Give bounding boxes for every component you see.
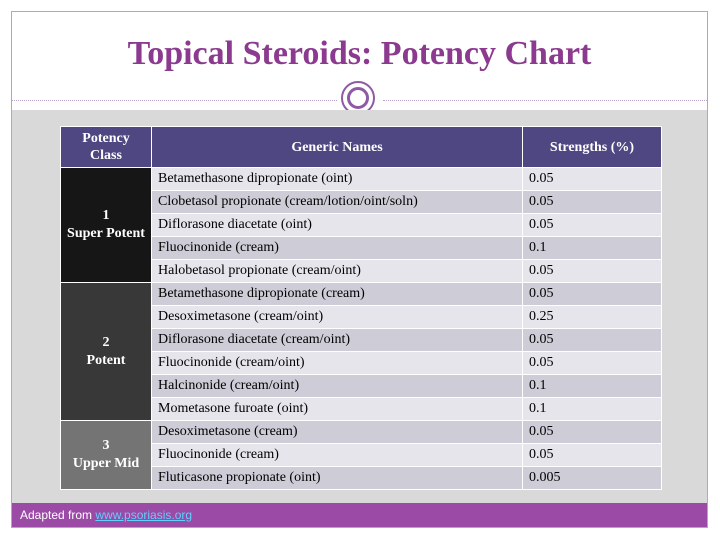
generic-name: Fluticasone propionate (oint) <box>151 466 523 490</box>
generic-name: Desoximetasone (cream/oint) <box>151 305 523 329</box>
table-row: 3 Upper Mid Desoximetasone (cream) 0.05 <box>60 420 662 490</box>
class-number: 1 <box>102 208 110 223</box>
table-row: 1 Super Potent Betamethasone dipropionat… <box>60 167 662 283</box>
table-row: Diflorasone diacetate (oint) 0.05 <box>61 213 662 237</box>
potency-class-1-cell: 1 Super Potent <box>60 167 152 283</box>
generic-name: Fluocinonide (cream) <box>151 236 523 260</box>
class-label: Upper Mid <box>72 456 140 471</box>
potency-class-2-cell: 2 Potent <box>60 282 152 421</box>
slide-title: Topical Steroids: Potency Chart <box>127 35 592 72</box>
footer-bar: Adapted from www.psoriasis.org <box>12 503 707 527</box>
strength: 0.05 <box>522 190 662 214</box>
table-row: Clobetasol propionate (cream/lotion/oint… <box>61 190 662 214</box>
table-row: 2 Potent Betamethasone dipropionate (cre… <box>60 282 662 421</box>
generic-name: Halcinonide (cream/oint) <box>151 374 523 398</box>
table-row: Halobetasol propionate (cream/oint) 0.05 <box>61 259 662 283</box>
table-header-row: Potency Class Generic Names Strengths (%… <box>60 126 662 168</box>
generic-name: Betamethasone dipropionate (cream) <box>151 282 523 306</box>
circle-ornament-icon <box>341 81 375 115</box>
table-row: Diflorasone diacetate (cream/oint) 0.05 <box>61 328 662 352</box>
class-label: Potent <box>86 352 126 368</box>
strength: 0.05 <box>522 167 662 191</box>
title-divider-right <box>383 100 707 101</box>
footer-source-prefix: Adapted from <box>20 508 96 522</box>
table-row: Fluticasone propionate (oint) 0.005 <box>61 466 662 490</box>
strength: 0.1 <box>522 397 662 421</box>
class-number: 3 <box>102 438 110 453</box>
potency-table: Potency Class Generic Names Strengths (%… <box>60 126 662 490</box>
footer-source-link[interactable]: www.psoriasis.org <box>95 508 193 522</box>
strength: 0.05 <box>522 213 662 237</box>
strength: 0.05 <box>522 259 662 283</box>
table-row: Fluocinonide (cream) 0.05 <box>61 443 662 467</box>
generic-name: Halobetasol propionate (cream/oint) <box>151 259 523 283</box>
generic-name: Diflorasone diacetate (cream/oint) <box>151 328 523 352</box>
strength: 0.1 <box>522 236 662 260</box>
strength: 0.05 <box>522 351 662 375</box>
table-row: Mometasone furoate (oint) 0.1 <box>61 397 662 421</box>
class-label: Super Potent <box>67 226 145 241</box>
strength: 0.25 <box>522 305 662 329</box>
strength: 0.05 <box>522 282 662 306</box>
generic-name: Diflorasone diacetate (oint) <box>151 213 523 237</box>
table-row: Fluocinonide (cream/oint) 0.05 <box>61 351 662 375</box>
generic-name: Mometasone furoate (oint) <box>151 397 523 421</box>
strength: 0.05 <box>522 420 662 444</box>
header-strengths: Strengths (%) <box>522 126 662 168</box>
potency-class-3-cell: 3 Upper Mid <box>60 420 152 490</box>
generic-name: Fluocinonide (cream) <box>151 443 523 467</box>
header-generic-names: Generic Names <box>151 126 523 168</box>
generic-name: Clobetasol propionate (cream/lotion/oint… <box>151 190 523 214</box>
table-row: Halcinonide (cream/oint) 0.1 <box>61 374 662 398</box>
title-divider-left <box>12 100 337 101</box>
strength: 0.005 <box>522 466 662 490</box>
strength: 0.05 <box>522 328 662 352</box>
table-row: Fluocinonide (cream) 0.1 <box>61 236 662 260</box>
generic-name: Desoximetasone (cream) <box>151 420 523 444</box>
generic-name: Fluocinonide (cream/oint) <box>151 351 523 375</box>
class-number: 2 <box>102 334 110 350</box>
strength: 0.1 <box>522 374 662 398</box>
table-row: Desoximetasone (cream/oint) 0.25 <box>61 305 662 329</box>
generic-name: Betamethasone dipropionate (oint) <box>151 167 523 191</box>
strength: 0.05 <box>522 443 662 467</box>
header-potency-class: Potency Class <box>60 126 152 168</box>
